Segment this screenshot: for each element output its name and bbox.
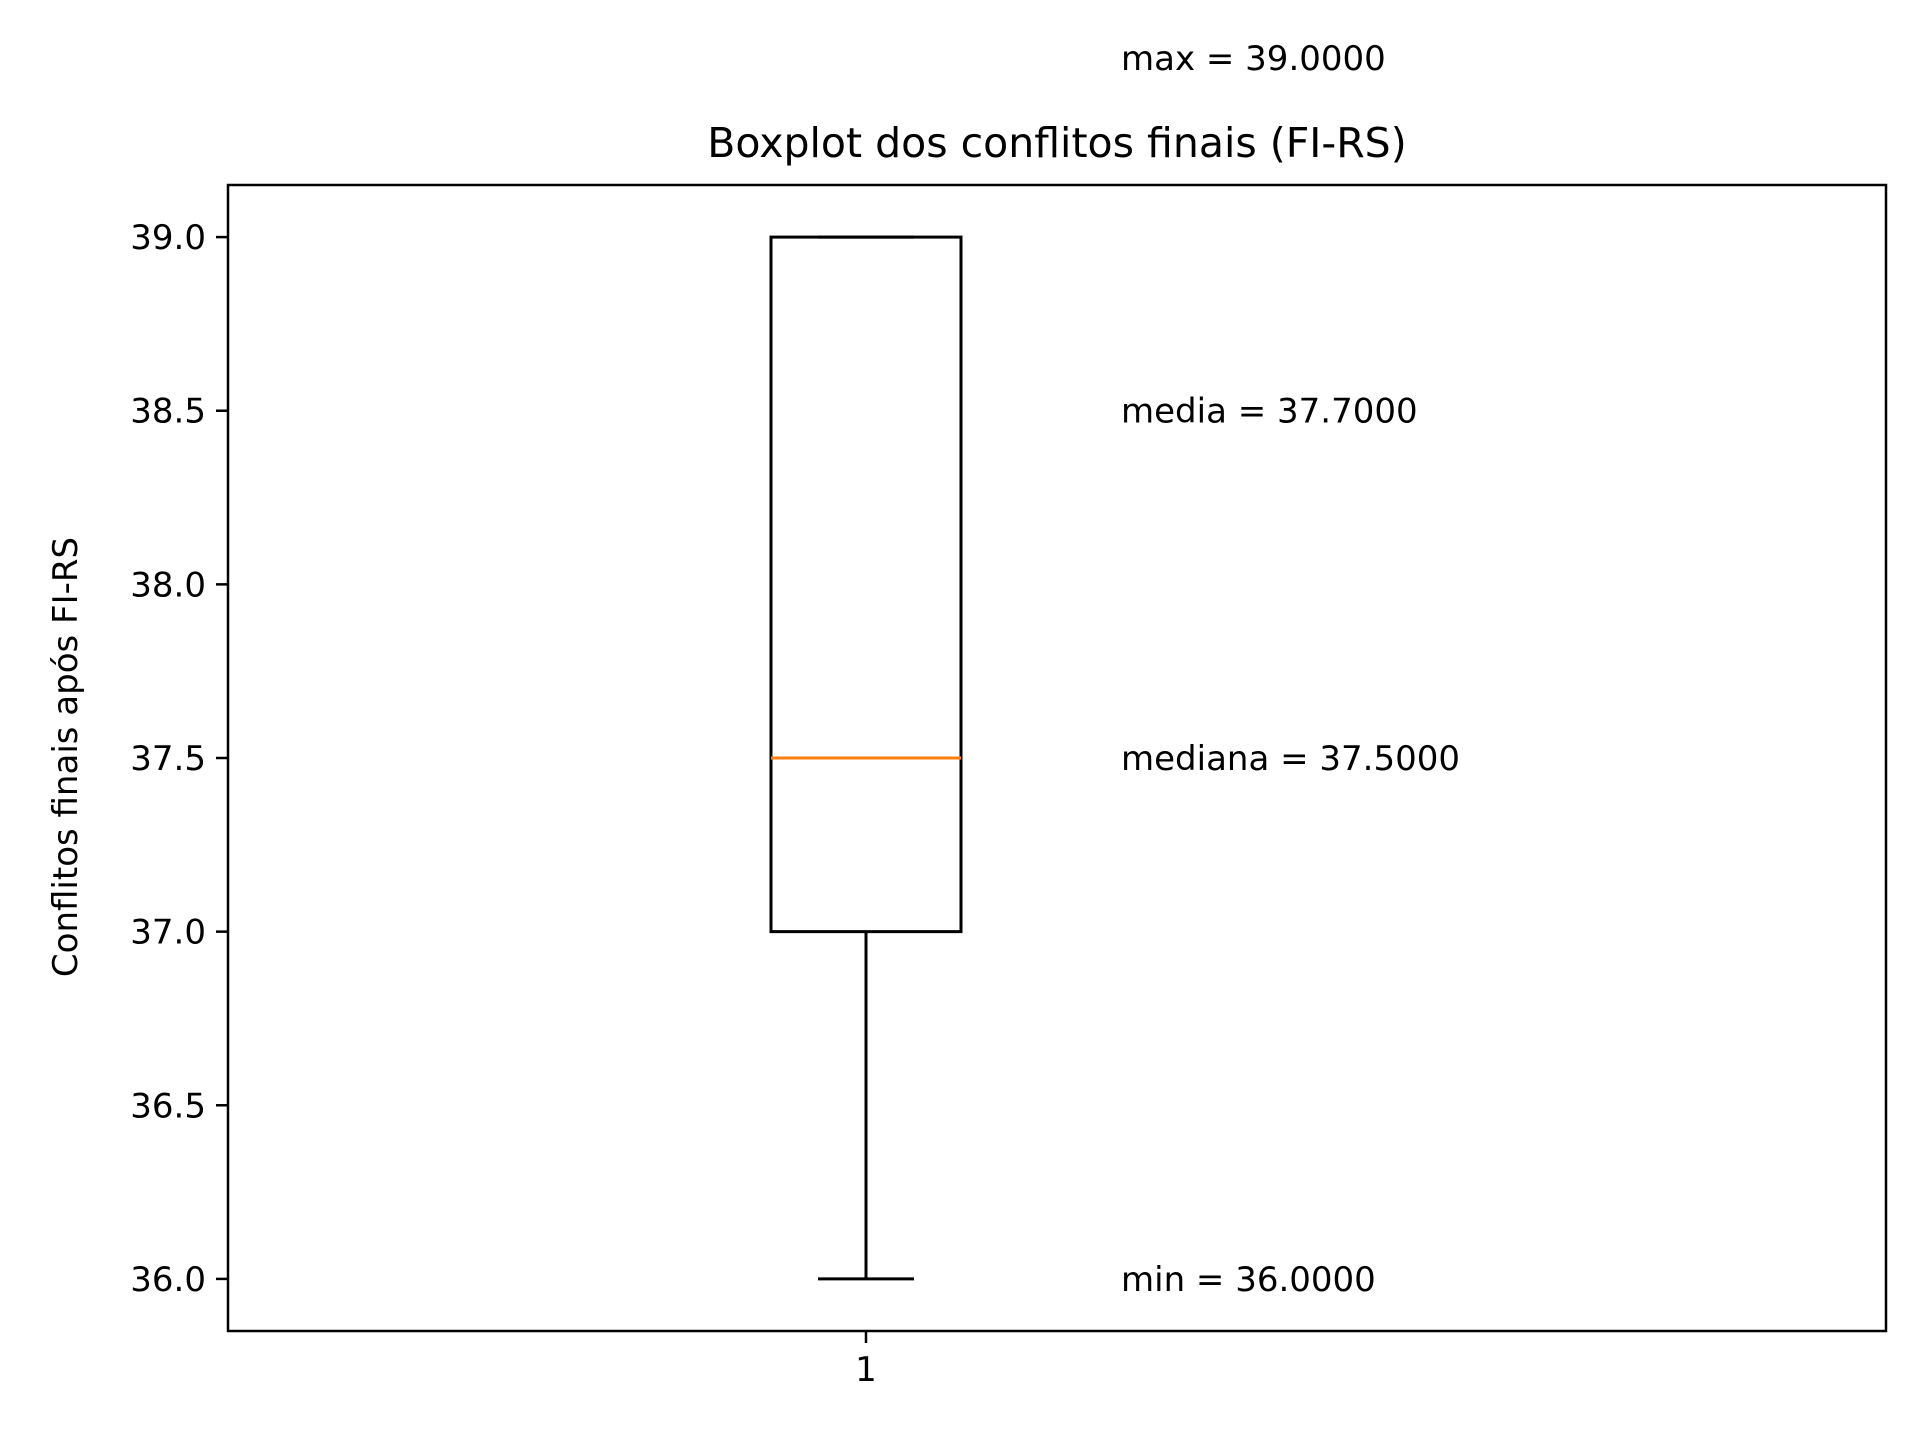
- y-tick-label: 37.5: [130, 739, 206, 779]
- x-tick-label: 1: [855, 1350, 877, 1390]
- annotation-min: min = 36.0000: [1121, 1260, 1376, 1300]
- plot-area: 1 36.0 36.5 37.0 37.5 38.0 38.5 39.0 media = 37.…: [130, 183, 1888, 1390]
- chart-title: Boxplot dos conflitos finais (FI-RS): [707, 119, 1406, 167]
- annotation-media: media = 37.7000: [1121, 392, 1418, 432]
- axes-frame: [226, 183, 1888, 1333]
- y-axis-label: Conflitos finais após FI-RS: [46, 537, 86, 977]
- y-tick-label: 38.0: [130, 565, 206, 605]
- y-tick-label: 37.0: [130, 913, 206, 953]
- y-tick-label: 38.5: [130, 392, 206, 432]
- max-annotation: max = 39.0000: [1121, 39, 1386, 79]
- y-tick-label: 36.5: [130, 1086, 206, 1126]
- y-tick-label: 36.0: [130, 1260, 206, 1300]
- box-iqr: [769, 235, 963, 934]
- y-tick-label: 39.0: [130, 218, 206, 258]
- annotation-mediana: mediana = 37.5000: [1121, 739, 1460, 779]
